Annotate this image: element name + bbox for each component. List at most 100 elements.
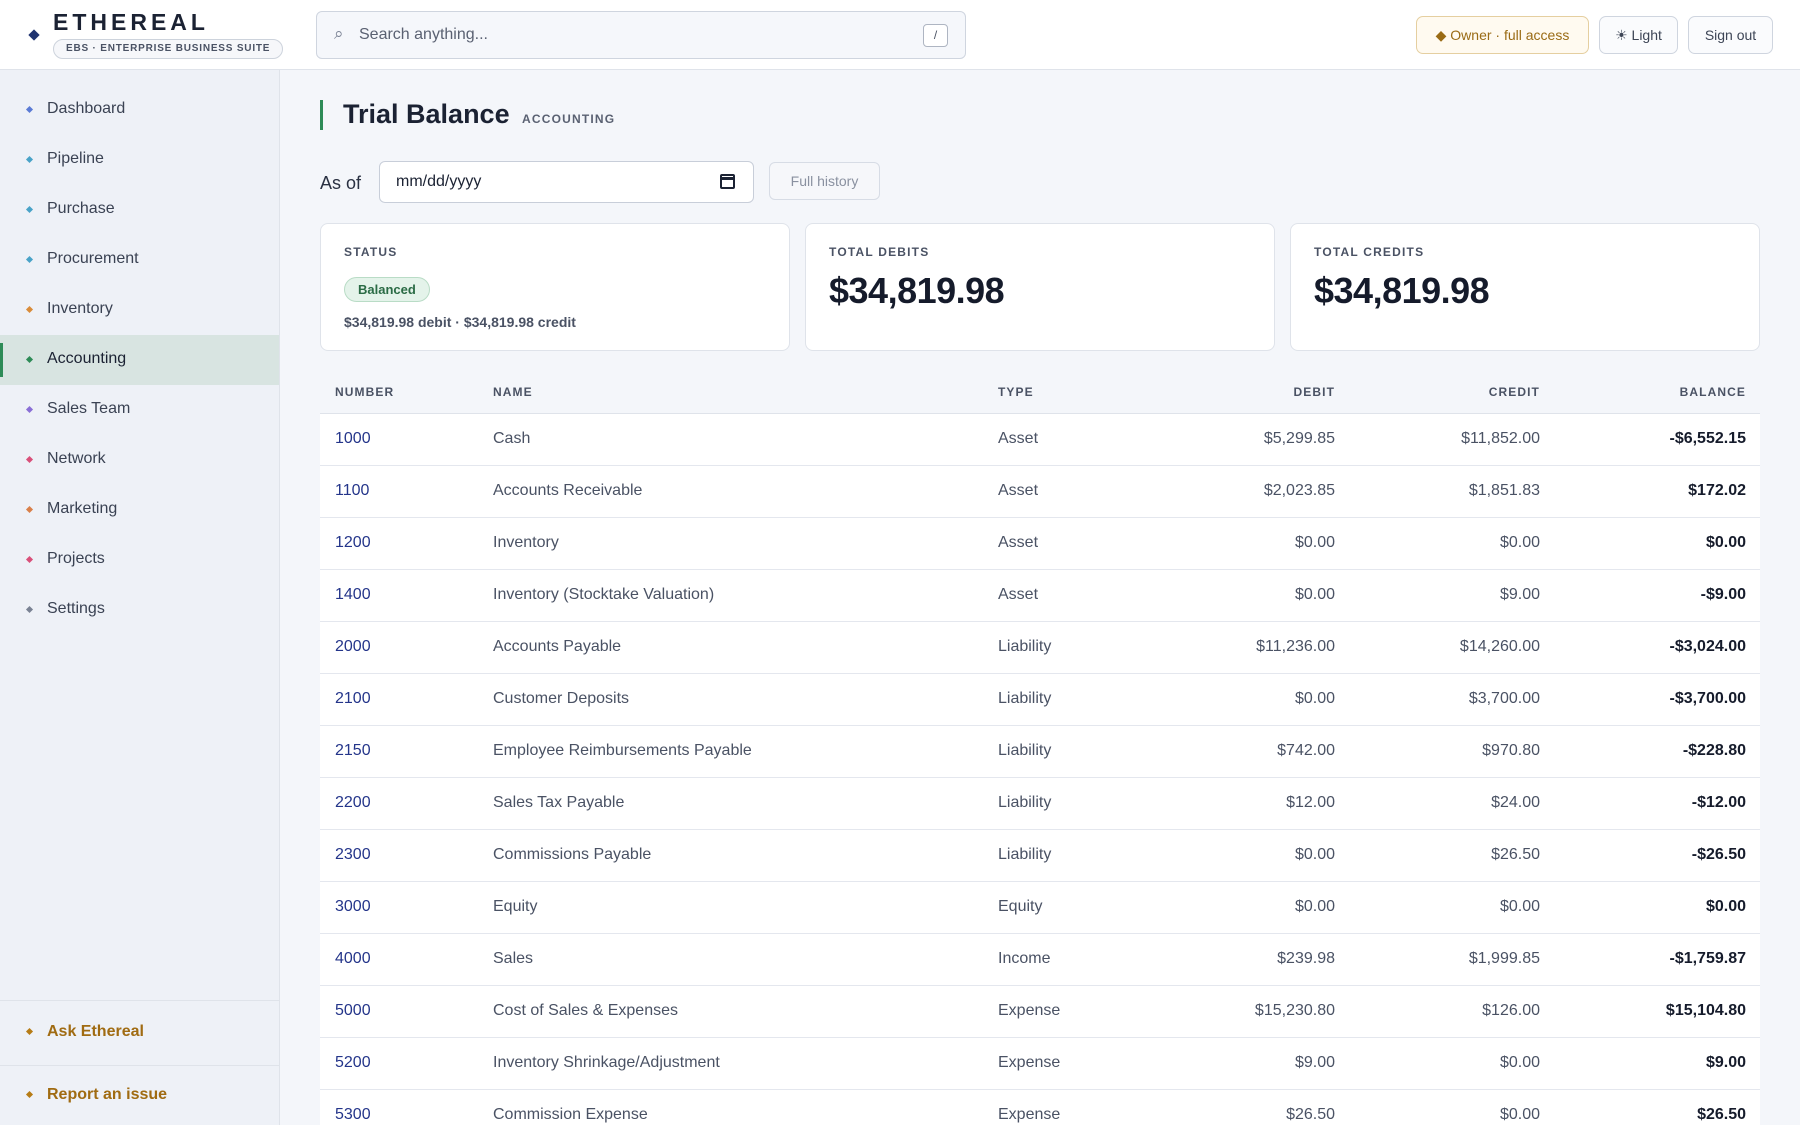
- account-name: Accounts Payable: [493, 638, 622, 655]
- sidebar-item-settings[interactable]: Settings: [0, 585, 279, 635]
- table-row[interactable]: 1200 Inventory Asset $0.00 $0.00 $0.00: [320, 518, 1760, 570]
- column-header-number[interactable]: NUMBER: [335, 385, 395, 399]
- account-type: Expense: [998, 1106, 1061, 1123]
- table-row[interactable]: 2000 Accounts Payable Liability $11,236.00 $…: [320, 622, 1760, 674]
- account-number[interactable]: 2200: [335, 794, 371, 811]
- account-number[interactable]: 1400: [335, 586, 371, 603]
- credit-value: $1,999.85: [1468, 950, 1540, 967]
- column-header-balance[interactable]: BALANCE: [1679, 385, 1746, 399]
- column-header-type[interactable]: TYPE: [998, 385, 1034, 399]
- account-number[interactable]: 2300: [335, 846, 371, 863]
- as-of-date-input[interactable]: mm/dd/yyyy: [379, 161, 754, 203]
- debit-value: $26.50: [1286, 1106, 1335, 1123]
- account-number[interactable]: 1100: [335, 482, 370, 499]
- account-number[interactable]: 3000: [335, 898, 371, 915]
- column-header-name[interactable]: NAME: [493, 385, 533, 399]
- table-row[interactable]: 2150 Employee Reimbursements Payable Liabi…: [320, 726, 1760, 778]
- sidebar-divider: [0, 1065, 279, 1066]
- sidebar-item-projects[interactable]: Projects: [0, 535, 279, 585]
- status-card: STATUS Balanced $34,819.98 debit · $34,8…: [320, 223, 790, 351]
- search-input[interactable]: [359, 20, 899, 50]
- sidebar-item-accounting[interactable]: Accounting: [0, 335, 279, 385]
- column-header-credit[interactable]: CREDIT: [1488, 385, 1540, 399]
- nav-diamond-icon: [25, 305, 34, 314]
- table-row[interactable]: 2200 Sales Tax Payable Liability $12.00 $24.…: [320, 778, 1760, 830]
- sidebar-item-sales-team[interactable]: Sales Team: [0, 385, 279, 435]
- search-box[interactable]: ⌕ /: [316, 11, 966, 59]
- balance-value: -$1,759.87: [1669, 950, 1746, 967]
- balance-value: $172.02: [1688, 482, 1746, 499]
- table-row[interactable]: 1000 Cash Asset $5,299.85 $11,852.00 -$6,552.…: [320, 414, 1760, 466]
- balance-value: -$3,024.00: [1669, 638, 1746, 655]
- table-row[interactable]: 5200 Inventory Shrinkage/Adjustment Expens…: [320, 1038, 1760, 1090]
- account-name: Equity: [493, 898, 538, 915]
- account-number[interactable]: 4000: [335, 950, 371, 967]
- sidebar-item-marketing[interactable]: Marketing: [0, 485, 279, 535]
- account-number[interactable]: 2100: [335, 690, 371, 707]
- account-number[interactable]: 1200: [335, 534, 371, 551]
- account-number[interactable]: 5300: [335, 1106, 371, 1123]
- sidebar-item-inventory[interactable]: Inventory: [0, 285, 279, 335]
- table-row[interactable]: 4000 Sales Income $239.98 $1,999.85 -$1,759.8…: [320, 934, 1760, 986]
- account-type: Liability: [998, 794, 1052, 811]
- sidebar-item-purchase[interactable]: Purchase: [0, 185, 279, 235]
- nav-diamond-icon: [25, 105, 34, 114]
- table-header: NUMBER NAME TYPE DEBIT CREDIT BALANCE: [320, 370, 1760, 414]
- sidebar-item-procurement[interactable]: Procurement: [0, 235, 279, 285]
- report-issue-link[interactable]: Report an issue: [0, 1075, 279, 1115]
- account-number[interactable]: 2000: [335, 638, 371, 655]
- table-row[interactable]: 5300 Commission Expense Expense $26.50 $0.00…: [320, 1090, 1760, 1125]
- nav-diamond-icon: [25, 255, 34, 264]
- account-name: Employee Reimbursements Payable: [493, 742, 752, 759]
- date-input-value: mm/dd/yyyy: [396, 173, 482, 190]
- nav-diamond-icon: [25, 155, 34, 164]
- account-number[interactable]: 2150: [335, 742, 371, 759]
- account-type: Liability: [998, 638, 1052, 655]
- debit-value: $2,023.85: [1263, 482, 1335, 499]
- table-row[interactable]: 2100 Customer Deposits Liability $0.00 $3,70…: [320, 674, 1760, 726]
- column-header-debit[interactable]: DEBIT: [1293, 385, 1335, 399]
- sidebar-item-dashboard[interactable]: Dashboard: [0, 85, 279, 135]
- debit-value: $15,230.80: [1254, 1002, 1335, 1019]
- nav-diamond-icon: [25, 555, 34, 564]
- ask-ethereal-label: Ask Ethereal: [47, 1023, 144, 1040]
- nav-diamond-icon: [25, 455, 34, 464]
- page-title: Trial Balance: [343, 99, 510, 129]
- table-row[interactable]: 1400 Inventory (Stocktake Valuation) Asset…: [320, 570, 1760, 622]
- balance-value: -$9.00: [1700, 586, 1746, 603]
- sidebar-item-label: Network: [47, 450, 106, 467]
- account-number[interactable]: 5000: [335, 1002, 371, 1019]
- sidebar-item-label: Marketing: [47, 500, 118, 517]
- full-history-button[interactable]: Full history: [769, 162, 880, 200]
- debit-value: $11,236.00: [1256, 638, 1335, 655]
- account-name: Cash: [493, 430, 531, 447]
- title-accent-bar: [320, 100, 323, 130]
- table-row[interactable]: 3000 Equity Equity $0.00 $0.00 $0.00: [320, 882, 1760, 934]
- sidebar-item-label: Pipeline: [47, 150, 104, 167]
- sign-out-button[interactable]: Sign out: [1688, 16, 1773, 54]
- account-type: Liability: [998, 742, 1052, 759]
- brand-name: ETHEREAL: [53, 9, 209, 35]
- search-shortcut-key: /: [923, 24, 948, 47]
- sidebar-item-network[interactable]: Network: [0, 435, 279, 485]
- account-number[interactable]: 5200: [335, 1054, 371, 1071]
- brand[interactable]: ETHEREAL EBS · ENTERPRISE BUSINESS SUITE: [28, 9, 284, 61]
- table-row[interactable]: 5000 Cost of Sales & Expenses Expense $15,2…: [320, 986, 1760, 1038]
- ask-ethereal-link[interactable]: Ask Ethereal: [0, 1012, 279, 1052]
- owner-access-button[interactable]: ◆ Owner · full access: [1416, 16, 1589, 54]
- calendar-icon[interactable]: [720, 174, 735, 189]
- search-icon: ⌕: [334, 24, 344, 43]
- theme-toggle-button[interactable]: ☀ Light: [1599, 16, 1678, 54]
- nav-diamond-icon: [25, 505, 34, 514]
- sidebar-item-pipeline[interactable]: Pipeline: [0, 135, 279, 185]
- main-content: Trial Balance ACCOUNTING As of mm/dd/yyy…: [280, 70, 1800, 1125]
- debit-value: $12.00: [1286, 794, 1335, 811]
- account-type: Asset: [998, 534, 1039, 551]
- account-number[interactable]: 1000: [335, 430, 371, 447]
- credit-value: $126.00: [1482, 1002, 1540, 1019]
- table-row[interactable]: 1100 Accounts Receivable Asset $2,023.85 $1,…: [320, 466, 1760, 518]
- account-name: Commissions Payable: [493, 846, 652, 863]
- account-name: Commission Expense: [493, 1106, 648, 1123]
- table-row[interactable]: 2300 Commissions Payable Liability $0.00 $26…: [320, 830, 1760, 882]
- report-issue-label: Report an issue: [47, 1086, 168, 1103]
